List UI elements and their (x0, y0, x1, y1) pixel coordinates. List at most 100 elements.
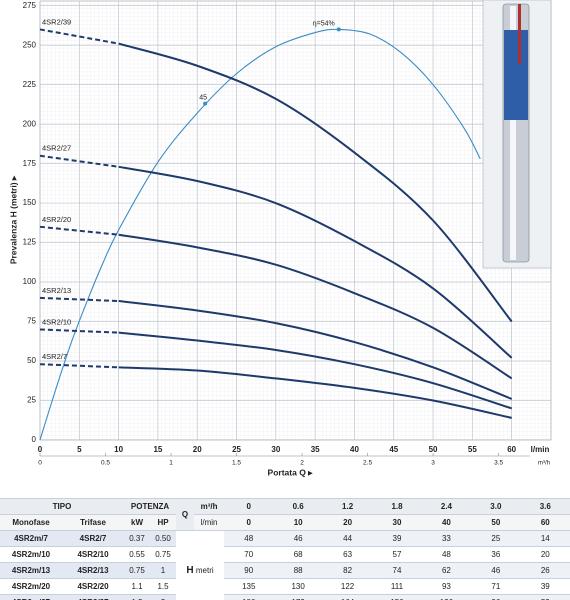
table-cell: 0.37 (124, 530, 151, 547)
y-axis-title: Prevalenza H (metri) ▸ (8, 175, 18, 264)
h-unit: metri (195, 566, 214, 575)
efficiency-point (203, 101, 208, 106)
table-cell: 0.50 (150, 530, 177, 547)
x-tick-label: 0 (38, 445, 43, 454)
y-tick-label: 50 (27, 356, 36, 365)
efficiency-curve (39, 28, 481, 441)
table-cell: 82 (322, 562, 373, 579)
table-cell: 4SR2m/13 (0, 562, 62, 579)
table-cell: 36 (471, 546, 521, 563)
header-cell: HP (150, 514, 177, 531)
header-cell: m³/h (194, 498, 225, 515)
y-tick-label: 250 (23, 40, 37, 49)
header-cell: Trifase (62, 514, 125, 531)
header-cell: 1.2 (322, 498, 373, 515)
x-tick-label: 50 (429, 445, 438, 454)
table-cell: 2 (150, 594, 177, 600)
header-cell: 1.8 (372, 498, 422, 515)
plot-area (39, 0, 552, 441)
table-cell: 33 (421, 530, 472, 547)
x2-tick-label: 0 (38, 460, 42, 467)
x-tick-label: 30 (271, 445, 280, 454)
table-row: 4SR2m/10 4SR2/10 0.55 0.75 70 68 63 57 48 36 20 (0, 546, 570, 563)
header-cell: 40 (421, 514, 472, 531)
table-cell: 44 (322, 530, 373, 547)
header-cell: TIPO (0, 498, 125, 515)
pump-curve (39, 296, 119, 303)
table-cell: 1.5 (150, 578, 177, 595)
table-cell: 70 (224, 546, 274, 563)
x-tick-label: 25 (232, 445, 241, 454)
table-cell: 4SR2/10 (62, 546, 125, 563)
pump-curve (118, 300, 513, 400)
x2-tick-label: 3 (431, 460, 435, 467)
x2-tick-label: 1.5 (232, 460, 241, 467)
table-cell: 68 (273, 546, 323, 563)
table-cell: 90 (224, 562, 274, 579)
header-cell: Monofase (0, 514, 62, 531)
x-tick-label: 20 (193, 445, 202, 454)
h-cell: H metri (176, 530, 225, 600)
series-label: 4SR2/10 (42, 317, 71, 326)
pump-curve (39, 328, 119, 334)
header-cell: POTENZA (124, 498, 177, 515)
pump-curve (39, 225, 119, 236)
table-cell: 122 (322, 578, 373, 595)
y-tick-label: 0 (32, 435, 37, 444)
y-tick-label: 75 (27, 317, 36, 326)
pump-curve (118, 366, 512, 419)
x2-tick-label: 2.5 (363, 460, 372, 467)
pump-curve (118, 165, 513, 359)
header-cell: kW (124, 514, 151, 531)
header-cell: 3.6 (520, 498, 570, 515)
x2-tick-label: 1 (169, 460, 173, 467)
x2-tick-label: 3.5 (494, 460, 503, 467)
header-cell: 0 (224, 498, 274, 515)
table-cell: 74 (372, 562, 422, 579)
table-cell: 4SR2/27 (62, 594, 125, 600)
header-cell: 60 (520, 514, 570, 531)
table-cell: 46 (273, 530, 323, 547)
header-cell: 0.6 (273, 498, 323, 515)
header-cell: 50 (471, 514, 521, 531)
y-tick-label: 275 (23, 1, 37, 10)
y-tick-label: 150 (23, 198, 37, 207)
table-cell: 63 (322, 546, 373, 563)
table-cell: 39 (372, 530, 422, 547)
table-cell: 52 (520, 594, 570, 600)
y-tick-label: 25 (27, 396, 36, 405)
table-cell: 1 (150, 562, 177, 579)
x2-tick-label: 2 (300, 460, 304, 467)
table-cell: 96 (471, 594, 521, 600)
series-label: 4SR2/20 (42, 215, 71, 224)
h-label: H (186, 565, 194, 576)
table-cell: 111 (372, 578, 422, 595)
table-cell: 180 (224, 594, 274, 600)
header-cell: 30 (372, 514, 422, 531)
table-cell: 14 (520, 530, 570, 547)
x2-tick-label: 0.5 (101, 460, 110, 467)
table-cell: 71 (471, 578, 521, 595)
x-tick-label: 15 (153, 445, 162, 454)
header-cell: 10 (273, 514, 323, 531)
product-photo (482, 0, 552, 269)
y-tick-label: 200 (23, 119, 37, 128)
table-cell: 173 (273, 594, 323, 600)
table-cell: 4SR2/7 (62, 530, 125, 547)
table-cell: 93 (421, 578, 472, 595)
efficiency-label: η=54% (313, 20, 335, 27)
series-label: 4SR2/7 (42, 352, 67, 361)
header-cell: 3.0 (471, 498, 521, 515)
table-cell: 57 (372, 546, 422, 563)
table-cell: 4SR2/20 (62, 578, 125, 595)
table-cell: 4SR2m/10 (0, 546, 62, 563)
x-tick-label: 60 (507, 445, 516, 454)
table-cell: 4SR2m/20 (0, 578, 62, 595)
header-cell: 20 (322, 514, 373, 531)
table-row: 4SR2m/13 4SR2/13 0.75 1 90 88 82 74 62 46 26 (0, 562, 570, 579)
table-cell: 0.75 (150, 546, 177, 563)
table-cell: 0.55 (124, 546, 151, 563)
table-cell: 0.75 (124, 562, 151, 579)
header-cell: 0 (224, 514, 274, 531)
